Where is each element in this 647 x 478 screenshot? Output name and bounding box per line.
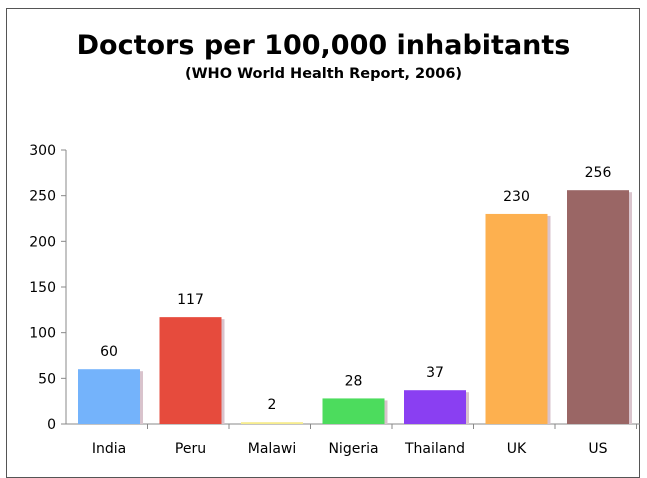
- bar-thailand: [404, 390, 466, 424]
- data-label-thailand: 37: [426, 365, 444, 381]
- bar-chart: 0 50 100 150 200 250 300 India Peru Malawi Nigeri…: [29, 143, 640, 457]
- y-tick-label: 300: [29, 143, 56, 159]
- y-tick-label: 0: [47, 417, 56, 433]
- data-label-peru: 117: [177, 292, 204, 308]
- bar-uk: [485, 213, 548, 424]
- y-tick-label: 100: [29, 326, 56, 342]
- category-label-india: India: [92, 441, 126, 457]
- category-label-uk: UK: [507, 441, 527, 457]
- data-label-india: 60: [100, 344, 118, 360]
- y-axis: 0 50 100 150 200 250 300: [29, 143, 67, 433]
- bar-peru: [159, 317, 222, 424]
- data-label-us: 256: [585, 165, 612, 181]
- y-tick-label: 150: [29, 280, 56, 296]
- bars: [78, 190, 632, 424]
- bar-us: [567, 190, 629, 424]
- bar-india: [78, 369, 140, 424]
- chart-title: Doctors per 100,000 inhabitants: [76, 30, 571, 61]
- data-label-nigeria: 28: [345, 373, 363, 389]
- chart-subtitle: (WHO World Health Report, 2006): [184, 66, 463, 82]
- data-labels: 60 117 2 28 37 230 256: [100, 165, 611, 413]
- category-label-nigeria: Nigeria: [328, 441, 378, 457]
- data-label-malawi: 2: [268, 397, 277, 413]
- category-label-thailand: Thailand: [404, 441, 465, 457]
- y-tick-label: 200: [29, 234, 56, 250]
- category-label-malawi: Malawi: [248, 441, 296, 457]
- bar-nigeria: [322, 398, 385, 424]
- bar-malawi: [241, 422, 303, 424]
- y-tick-label: 250: [29, 189, 56, 205]
- y-tick-label: 50: [38, 371, 56, 387]
- category-label-peru: Peru: [175, 441, 206, 457]
- x-axis: India Peru Malawi Nigeria Thailand UK US: [66, 423, 640, 457]
- category-label-us: US: [588, 441, 607, 457]
- data-label-uk: 230: [503, 189, 530, 205]
